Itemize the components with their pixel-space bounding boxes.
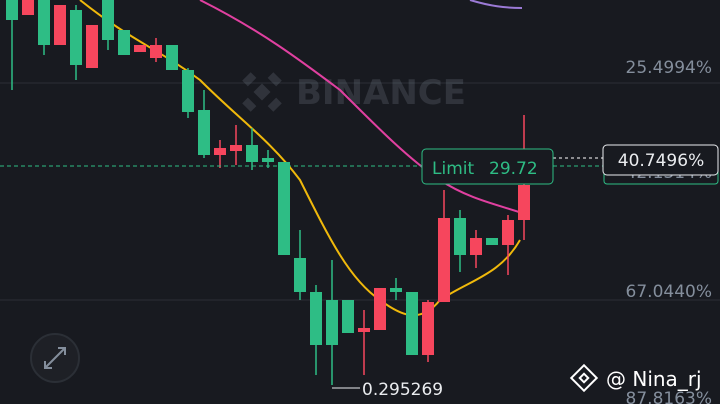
limit-price: 29.72	[489, 159, 538, 179]
moving-average-pink	[199, 0, 529, 216]
current-price-text: 40.7496%	[618, 151, 704, 171]
moving-average-purple	[469, 0, 523, 9]
user-badge: @ Nina_rj	[569, 363, 702, 393]
price-axis-label: 67.0440%	[626, 282, 712, 302]
price-axis-label: 87.8163%	[626, 389, 712, 404]
candles	[6, 0, 530, 385]
watermark-text: BINANCE	[296, 73, 466, 113]
watermark: BINANCE	[242, 72, 466, 113]
low-label: 0.295269	[362, 380, 443, 400]
user-handle: @ Nina_rj	[606, 367, 702, 391]
price-axis-label: 25.4994%	[626, 58, 712, 78]
current-price-tag	[602, 144, 719, 176]
limit-label: Limit	[432, 159, 474, 179]
limit-order-box[interactable]	[421, 148, 554, 185]
limit-order[interactable]: Limit 29.72	[421, 148, 554, 185]
expand-button[interactable]	[30, 333, 80, 383]
